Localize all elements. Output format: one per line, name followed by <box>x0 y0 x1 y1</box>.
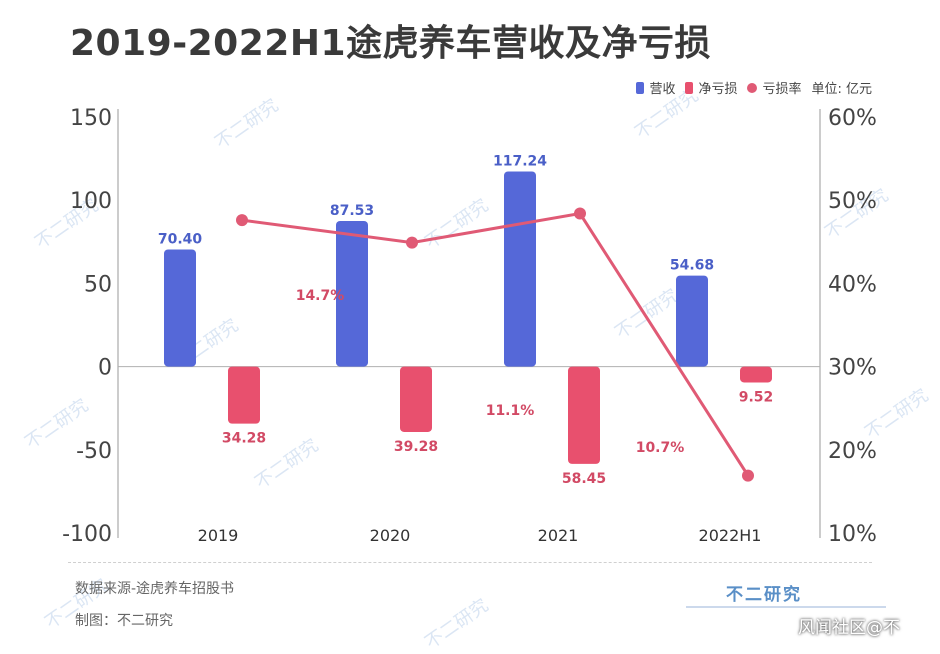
revenue-bar <box>676 275 708 367</box>
net-loss-data-label: 58.45 <box>562 471 606 487</box>
revenue-bar <box>164 249 196 367</box>
right-tick-label: 30% <box>828 356 877 381</box>
revenue-data-label: 54.68 <box>670 258 714 274</box>
revenue-bar <box>504 171 536 367</box>
legend-revenue-swatch <box>636 81 645 94</box>
right-tick-label: 10% <box>828 522 877 547</box>
site-watermark: 风闻社区@不 <box>798 618 900 638</box>
data-source: 数据来源-途虎养车招股书 <box>75 581 235 597</box>
revenue-data-label: 117.24 <box>493 154 547 170</box>
left-tick-label: 100 <box>70 189 112 214</box>
loss-rate-data-label: 11.1% <box>486 403 535 419</box>
loss-rate-data-label: 10.7% <box>636 440 685 456</box>
legend-loss-rate: 亏损率 <box>747 78 801 97</box>
net-loss-data-label: 9.52 <box>739 389 774 405</box>
legend-net-loss-label: 净亏损 <box>698 82 738 97</box>
revenue-data-label: 70.40 <box>158 231 203 247</box>
brand-underline <box>686 606 886 608</box>
legend-revenue-label: 营收 <box>649 82 676 97</box>
loss-rate-data-label: 14.7% <box>296 288 345 304</box>
net-loss-bar <box>568 366 600 464</box>
revenue-bar <box>336 220 368 367</box>
left-tick-label: -50 <box>76 439 112 464</box>
legend-loss-rate-label: 亏损率 <box>762 82 802 97</box>
legend-net-loss-swatch <box>685 81 694 94</box>
legend-revenue: 营收 <box>636 78 675 97</box>
net-loss-bar <box>400 366 432 432</box>
revenue-data-label: 87.53 <box>330 203 374 219</box>
footer-divider <box>68 562 872 563</box>
loss-rate-point <box>236 214 248 227</box>
chart-author: 制图：不二研究 <box>75 613 173 629</box>
right-tick-label: 50% <box>828 189 877 214</box>
loss-rate-point <box>742 469 754 482</box>
legend-loss-rate-swatch <box>747 82 758 93</box>
net-loss-data-label: 39.28 <box>394 439 438 455</box>
left-tick-label: 150 <box>70 106 112 131</box>
left-tick-label: -100 <box>62 522 112 547</box>
right-tick-label: 20% <box>828 439 877 464</box>
right-tick-label: 60% <box>828 106 877 131</box>
x-category-label: 2022H1 <box>699 526 762 545</box>
net-loss-bar <box>228 366 260 424</box>
loss-rate-point <box>406 236 418 249</box>
brand-logo: 不二研究 <box>726 585 802 605</box>
legend-net-loss: 净亏损 <box>685 78 737 97</box>
x-category-label: 2020 <box>370 526 411 545</box>
legend-unit: 单位: 亿元 <box>811 82 872 97</box>
chart-legend: 营收 净亏损 亏损率 单位: 亿元 <box>636 78 872 97</box>
right-tick-label: 40% <box>828 272 877 297</box>
x-category-label: 2021 <box>538 526 579 545</box>
left-tick-label: 50 <box>84 272 112 297</box>
loss-rate-point <box>574 207 586 220</box>
x-category-label: 2019 <box>198 526 239 545</box>
loss-rate-line <box>241 211 750 477</box>
chart-title: 2019-2022H1途虎养车营收及净亏损 <box>70 23 712 64</box>
net-loss-bar <box>740 366 772 383</box>
left-tick-label: 0 <box>98 356 112 381</box>
net-loss-data-label: 34.28 <box>222 431 266 447</box>
